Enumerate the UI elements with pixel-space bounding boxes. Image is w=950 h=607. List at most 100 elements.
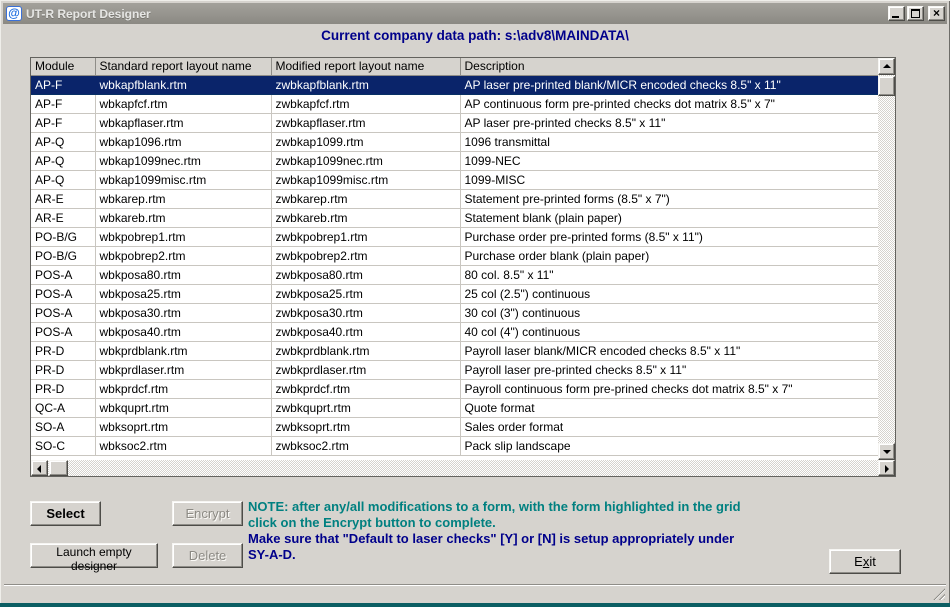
cell-modified[interactable]: zwbkarep.rtm xyxy=(271,189,461,209)
cell-modified[interactable]: zwbksoc2.rtm xyxy=(271,436,461,456)
cell-description[interactable]: Payroll laser blank/MICR encoded checks … xyxy=(460,341,878,361)
cell-modified[interactable]: zwbkpobrep1.rtm xyxy=(271,227,461,247)
resize-grip[interactable] xyxy=(932,587,945,600)
table-row[interactable]: PR-D wbkprdcf.rtm zwbkprdcf.rtm Payroll con… xyxy=(31,379,878,399)
column-header[interactable]: Standard report layout name xyxy=(95,58,272,76)
cell-standard[interactable]: wbkap1099nec.rtm xyxy=(95,151,272,171)
cell-standard[interactable]: wbkapflaser.rtm xyxy=(95,113,272,133)
cell-standard[interactable]: wbkquprt.rtm xyxy=(95,398,272,418)
cell-modified[interactable]: zwbkpobrep2.rtm xyxy=(271,246,461,266)
table-row[interactable]: AP-F wbkapflaser.rtm zwbkapflaser.rtm AP la… xyxy=(31,113,878,133)
cell-standard[interactable]: wbksoc2.rtm xyxy=(95,436,272,456)
cell-modified[interactable]: zwbkap1099.rtm xyxy=(271,132,461,152)
cell-standard[interactable]: wbkposa40.rtm xyxy=(95,322,272,342)
table-row[interactable]: AR-E wbkareb.rtm zwbkareb.rtm Statement bla… xyxy=(31,208,878,228)
cell-module[interactable]: AP-F xyxy=(31,75,96,95)
cell-modified[interactable]: zwbkposa25.rtm xyxy=(271,284,461,304)
maximize-button[interactable] xyxy=(907,6,924,21)
cell-modified[interactable]: zwbkprdcf.rtm xyxy=(271,379,461,399)
horizontal-scrollbar[interactable] xyxy=(31,460,895,476)
cell-standard[interactable]: wbkprdcf.rtm xyxy=(95,379,272,399)
table-row[interactable]: POS-A wbkposa25.rtm zwbkposa25.rtm 25 col (… xyxy=(31,284,878,304)
cell-standard[interactable]: wbkareb.rtm xyxy=(95,208,272,228)
cell-description[interactable]: Purchase order pre-printed forms (8.5" x… xyxy=(460,227,878,247)
cell-module[interactable]: PO-B/G xyxy=(31,246,96,266)
cell-module[interactable]: SO-C xyxy=(31,436,96,456)
table-row[interactable]: POS-A wbkposa30.rtm zwbkposa30.rtm 30 col (… xyxy=(31,303,878,323)
cell-modified[interactable]: zwbkposa80.rtm xyxy=(271,265,461,285)
cell-module[interactable]: AP-Q xyxy=(31,151,96,171)
delete-button[interactable]: Delete xyxy=(172,543,243,568)
cell-modified[interactable]: zwbkapfcf.rtm xyxy=(271,94,461,114)
horizontal-scroll-thumb[interactable] xyxy=(49,460,68,476)
cell-description[interactable]: Payroll laser pre-printed checks 8.5" x … xyxy=(460,360,878,380)
cell-description[interactable]: 25 col (2.5") continuous xyxy=(460,284,878,304)
cell-module[interactable]: PR-D xyxy=(31,379,96,399)
cell-standard[interactable]: wbkarep.rtm xyxy=(95,189,272,209)
cell-description[interactable]: AP laser pre-printed blank/MICR encoded … xyxy=(460,75,878,95)
cell-description[interactable]: 1099-NEC xyxy=(460,151,878,171)
cell-standard[interactable]: wbkap1099misc.rtm xyxy=(95,170,272,190)
cell-standard[interactable]: wbkap1096.rtm xyxy=(95,132,272,152)
cell-module[interactable]: PR-D xyxy=(31,341,96,361)
cell-module[interactable]: AR-E xyxy=(31,208,96,228)
table-row[interactable]: POS-A wbkposa80.rtm zwbkposa80.rtm 80 col. … xyxy=(31,265,878,285)
cell-modified[interactable]: zwbkapflaser.rtm xyxy=(271,113,461,133)
cell-description[interactable]: 1099-MISC xyxy=(460,170,878,190)
cell-module[interactable]: POS-A xyxy=(31,322,96,342)
cell-module[interactable]: PR-D xyxy=(31,360,96,380)
table-row[interactable]: PO-B/G wbkpobrep1.rtm zwbkpobrep1.rtm Purch… xyxy=(31,227,878,247)
cell-modified[interactable]: zwbkapfblank.rtm xyxy=(271,75,461,95)
cell-modified[interactable]: zwbkap1099misc.rtm xyxy=(271,170,461,190)
cell-description[interactable]: Statement pre-printed forms (8.5" x 7") xyxy=(460,189,878,209)
table-row[interactable]: AR-E wbkarep.rtm zwbkarep.rtm Statement pre… xyxy=(31,189,878,209)
cell-modified[interactable]: zwbkprdlaser.rtm xyxy=(271,360,461,380)
scroll-down-button[interactable] xyxy=(878,443,895,460)
table-row[interactable]: SO-C wbksoc2.rtm zwbksoc2.rtm Pack slip lan… xyxy=(31,436,878,456)
cell-modified[interactable]: zwbkareb.rtm xyxy=(271,208,461,228)
cell-description[interactable]: 40 col (4") continuous xyxy=(460,322,878,342)
cell-module[interactable]: PO-B/G xyxy=(31,227,96,247)
cell-standard[interactable]: wbkpobrep1.rtm xyxy=(95,227,272,247)
table-row[interactable]: AP-Q wbkap1096.rtm zwbkap1099.rtm 1096 tran… xyxy=(31,132,878,152)
cell-module[interactable]: AP-Q xyxy=(31,132,96,152)
cell-modified[interactable]: zwbkposa40.rtm xyxy=(271,322,461,342)
close-button[interactable]: × xyxy=(928,6,945,21)
scroll-left-button[interactable] xyxy=(31,460,48,476)
table-row[interactable]: QC-A wbkquprt.rtm zwbkquprt.rtm Quote forma… xyxy=(31,398,878,418)
scroll-up-button[interactable] xyxy=(878,58,895,75)
encrypt-button[interactable]: Encrypt xyxy=(172,501,243,526)
cell-module[interactable]: AP-F xyxy=(31,113,96,133)
cell-module[interactable]: SO-A xyxy=(31,417,96,437)
table-row[interactable]: PO-B/G wbkpobrep2.rtm zwbkpobrep2.rtm Purch… xyxy=(31,246,878,266)
cell-module[interactable]: POS-A xyxy=(31,303,96,323)
cell-description[interactable]: Quote format xyxy=(460,398,878,418)
cell-modified[interactable]: zwbkap1099nec.rtm xyxy=(271,151,461,171)
cell-description[interactable]: Statement blank (plain paper) xyxy=(460,208,878,228)
cell-module[interactable]: AP-F xyxy=(31,94,96,114)
cell-description[interactable]: Sales order format xyxy=(460,417,878,437)
table-row[interactable]: SO-A wbksoprt.rtm zwbksoprt.rtm Sales order… xyxy=(31,417,878,437)
cell-module[interactable]: POS-A xyxy=(31,284,96,304)
vertical-scroll-thumb[interactable] xyxy=(878,76,895,96)
cell-modified[interactable]: zwbksoprt.rtm xyxy=(271,417,461,437)
table-row[interactable]: AP-Q wbkap1099nec.rtm zwbkap1099nec.rtm 109… xyxy=(31,151,878,171)
cell-module[interactable]: AR-E xyxy=(31,189,96,209)
cell-description[interactable]: Payroll continuous form pre-prined check… xyxy=(460,379,878,399)
cell-description[interactable]: AP laser pre-printed checks 8.5" x 11" xyxy=(460,113,878,133)
cell-description[interactable]: AP continuous form pre-printed checks do… xyxy=(460,94,878,114)
column-header[interactable]: Description xyxy=(460,58,878,76)
cell-description[interactable]: Purchase order blank (plain paper) xyxy=(460,246,878,266)
cell-modified[interactable]: zwbkposa30.rtm xyxy=(271,303,461,323)
cell-module[interactable]: POS-A xyxy=(31,265,96,285)
table-row[interactable]: AP-F wbkapfblank.rtm zwbkapfblank.rtm AP la… xyxy=(31,75,878,95)
minimize-button[interactable] xyxy=(888,6,905,21)
cell-description[interactable]: Pack slip landscape xyxy=(460,436,878,456)
table-row[interactable]: PR-D wbkprdblank.rtm zwbkprdblank.rtm Payro… xyxy=(31,341,878,361)
cell-description[interactable]: 80 col. 8.5" x 11" xyxy=(460,265,878,285)
cell-module[interactable]: QC-A xyxy=(31,398,96,418)
cell-modified[interactable]: zwbkquprt.rtm xyxy=(271,398,461,418)
launch-empty-designer-button[interactable]: Launch empty designer xyxy=(30,543,158,573)
column-header[interactable]: Module xyxy=(31,58,96,76)
cell-standard[interactable]: wbkposa25.rtm xyxy=(95,284,272,304)
